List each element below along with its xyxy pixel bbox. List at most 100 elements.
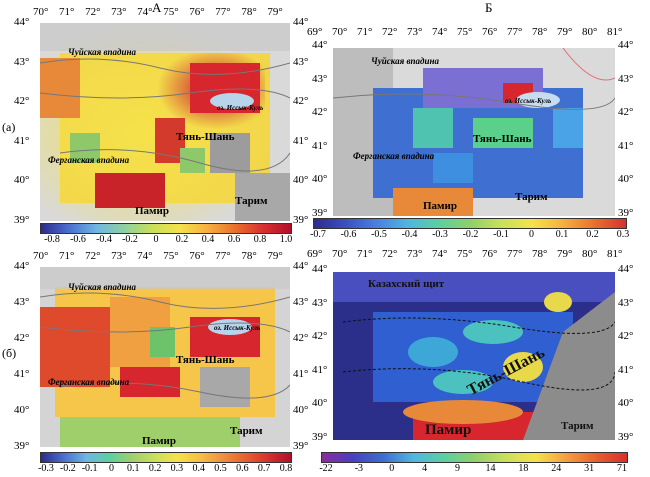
lon-tick-b1: 71° <box>357 26 373 38</box>
colorbar-a2 <box>40 452 292 463</box>
lat-tick-right-b1: 40° <box>618 173 634 186</box>
lat-tick-left-a1: 41° <box>14 134 30 147</box>
lon-tick-b2: 69° <box>307 248 323 260</box>
lat-tick-right-b1: 39° <box>618 207 634 219</box>
lat-tick-left-b2: 39° <box>312 431 328 443</box>
lat-tick-left-b2: 44° <box>312 263 328 275</box>
lat-tick-left-b1: 39° <box>312 207 328 219</box>
lon-tick-a2: 70° <box>33 250 49 262</box>
lon-tick-a1: 77° <box>215 6 231 18</box>
colorbar-a2-tick: 0 <box>108 463 114 474</box>
lon-tick-a1: 72° <box>85 6 101 18</box>
lat-tick-right-a1: 40° <box>293 174 309 187</box>
lon-tick-b1: 81° <box>607 26 623 38</box>
lon-tick-a1: 76° <box>189 6 205 18</box>
lon-tick-a2: 72° <box>85 250 101 262</box>
colorbar-b1-tick: 0.3 <box>616 229 630 240</box>
lat-tick-left-a1: 43° <box>14 55 30 68</box>
colorbar-a1-tick: 1.0 <box>279 234 293 245</box>
lon-tick-b1: 72° <box>382 26 398 38</box>
lat-tick-left-a1: 39° <box>14 214 30 226</box>
lat-tick-right-a1: 42° <box>293 95 309 108</box>
lat-tick-left-a2: 43° <box>14 296 30 308</box>
label-tarim: Тарим <box>515 191 548 203</box>
colorbar-a2-tick: 0.7 <box>257 463 271 474</box>
colorbar-b1-tick: -0.2 <box>462 229 479 240</box>
lon-tick-b2: 72° <box>382 248 398 260</box>
colorbar-a1-tick: 0.6 <box>227 234 241 245</box>
colorbar-b2-tick: 24 <box>551 463 562 474</box>
lon-tick-b2: 80° <box>582 248 598 260</box>
lat-tick-left-a2: 40° <box>14 404 30 416</box>
lat-tick-left-a2: 39° <box>14 440 30 452</box>
lat-tick-right-b2: 43° <box>618 296 634 309</box>
lon-tick-b2: 77° <box>507 248 523 260</box>
lon-tick-a2: 77° <box>215 250 231 262</box>
label-fergana-basin: Ферганская впадина <box>48 155 130 165</box>
lon-tick-a2: 76° <box>189 250 205 262</box>
lon-tick-b1: 70° <box>332 26 348 38</box>
colorbar-b2 <box>321 452 628 463</box>
colorbar-b1 <box>313 218 627 229</box>
colorbar-b1-tick: -0.7 <box>310 229 326 240</box>
lon-tick-b2: 78° <box>532 248 548 260</box>
lon-tick-b2: 81° <box>607 248 623 260</box>
label-pamir: Памир <box>135 205 170 217</box>
lon-tick-b1: 79° <box>557 26 573 38</box>
lat-tick-right-b2: 39° <box>618 431 634 443</box>
lon-tick-b2: 74° <box>432 248 448 260</box>
lat-tick-right-b2: 40° <box>618 397 634 410</box>
label-chuy-basin: Чуйская впадина <box>371 56 439 66</box>
lon-tick-a1: 79° <box>267 6 283 18</box>
colorbar-a1-tick: -0.6 <box>70 234 86 245</box>
colorbar-b2-tick: 71 <box>617 463 627 474</box>
colorbar-b2-tick: -22 <box>319 463 333 474</box>
label-issyk-kul: оз. Иссык-Куль <box>505 97 552 105</box>
lat-tick-right-a1: 39° <box>293 214 309 226</box>
label-tianshan: Тянь-Шань <box>176 131 235 143</box>
colorbar-b2-tick: 18 <box>518 463 529 474</box>
colorbar-b1-tick: 0.1 <box>555 229 569 240</box>
column-title-a: А <box>152 0 162 15</box>
map-panel-b1-graphic <box>333 48 615 216</box>
lat-tick-right-b2: 41° <box>618 363 634 376</box>
colorbar-b1-tick: -0.4 <box>401 229 418 240</box>
lat-tick-left-b1: 43° <box>312 72 328 85</box>
lon-tick-a2: 73° <box>111 250 127 262</box>
label-chuy-basin: Чуйская впадина <box>68 282 136 292</box>
label-tarim: Тарим <box>235 195 268 207</box>
lat-tick-right-a1: 44° <box>293 16 309 28</box>
column-title-b: Б <box>485 0 493 15</box>
lat-tick-right-b2: 44° <box>618 263 634 275</box>
colorbar-b1-tick: -0.3 <box>432 229 448 240</box>
lat-tick-right-b1: 42° <box>618 106 634 119</box>
lon-tick-b1: 73° <box>407 26 423 38</box>
lon-tick-a1: 73° <box>111 6 127 18</box>
lat-tick-right-a1: 43° <box>293 55 309 68</box>
lon-tick-a2: 79° <box>267 250 283 262</box>
colorbar-b1-tick: -0.1 <box>493 229 509 240</box>
lat-tick-right-a2: 42° <box>293 332 309 344</box>
lat-tick-left-a2: 44° <box>14 260 30 272</box>
lat-tick-left-b1: 40° <box>312 173 328 186</box>
colorbar-a2-tick: 0.5 <box>214 463 227 474</box>
colorbar-a1-tick: 0 <box>153 234 159 245</box>
lat-tick-left-b1: 44° <box>312 39 328 51</box>
label-pamir: Памир <box>423 200 458 212</box>
colorbar-b1-tick: 0 <box>529 229 534 240</box>
map-panel-b1: Чуйская впадина оз. Иссык-Куль Тянь-Шань… <box>333 48 615 216</box>
lat-tick-right-a2: 41° <box>293 368 309 380</box>
lat-tick-left-a2: 42° <box>14 332 30 344</box>
colorbar-b2-tick: -3 <box>354 463 364 474</box>
colorbar-a1-tick: -0.4 <box>96 234 112 245</box>
map-panel-a1-graphic <box>40 23 290 221</box>
lon-tick-b1: 75° <box>457 26 473 38</box>
colorbar-b2-tick: 9 <box>455 463 461 474</box>
label-pamir: Памир <box>425 422 472 438</box>
lat-tick-left-b1: 41° <box>312 139 328 152</box>
map-panel-a2-graphic <box>40 267 290 447</box>
label-pamir: Памир <box>142 435 177 447</box>
lon-tick-b1: 69° <box>307 26 323 38</box>
lat-tick-right-a2: 40° <box>293 404 309 416</box>
colorbar-a1-tick: 0.2 <box>175 234 189 245</box>
